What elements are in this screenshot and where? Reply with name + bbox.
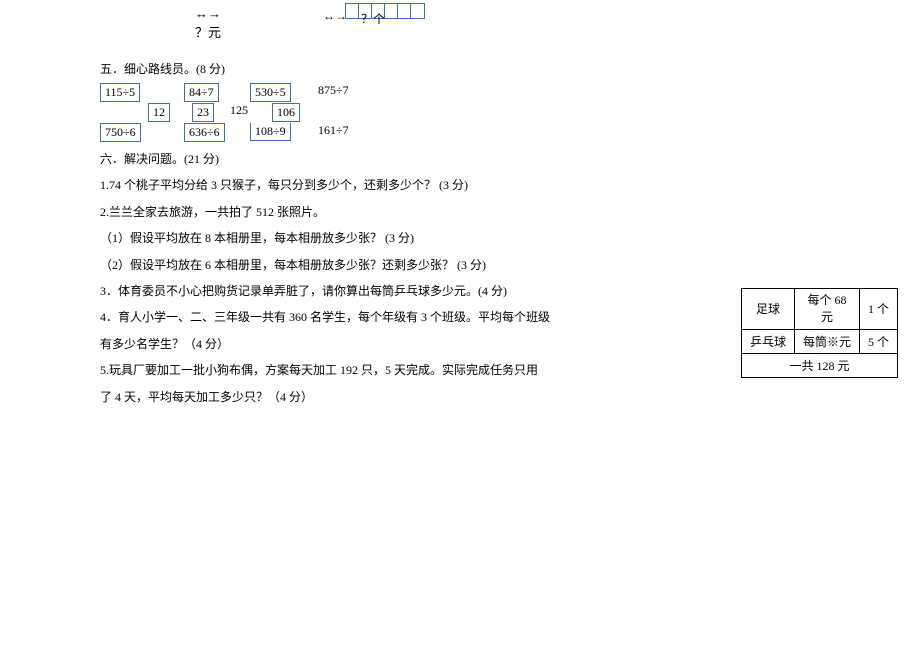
table-total-cell: 一共 128 元 [741,353,897,377]
connect-item: 23 [192,103,214,122]
connect-item: 750÷6 [100,123,141,142]
table-row: 乒乓球每筒※元5 个 [741,329,897,353]
connect-item: 108÷9 [250,123,291,141]
connect-item: 12 [148,103,170,122]
table-cell: 5 个 [859,329,897,353]
table-cell: 每筒※元 [794,329,859,353]
table-cell: 1 个 [859,289,897,330]
table-row: 一共 128 元 [741,353,897,377]
connect-item: 530÷5 [250,83,291,102]
connect-diagram: 115÷5 84÷7 530÷5 875÷7 12 23 125 106 750÷6 636÷6 1… [100,83,600,143]
problem-line: 1.74 个桃子平均分给 3 只猴子，每只分到多少个，还剩多少个？ (3 分) [100,175,600,195]
price-table-container: 足球每个 68元1 个乒乓球每筒※元5 个一共 128 元 [741,288,898,378]
problem-line: （1）假设平均放在 8 本相册里，每本相册放多少张？ (3 分) [100,228,600,248]
connect-item: 106 [272,103,300,122]
section-6: 六．解决问题。(21 分) 1.74 个桃子平均分给 3 只猴子，每只分到多少个… [100,149,600,407]
problem-line: 5.玩具厂要加工一批小狗布偶，方案每天加工 192 只，5 天完成。实际完成任务… [100,360,600,380]
table-row: 足球每个 68元1 个 [741,289,897,330]
table-cell: 每个 68元 [794,289,859,330]
problem-line: 3．体育委员不小心把购货记录单弄脏了，请你算出每筒乒乓球多少元。(4 分) [100,281,600,301]
connect-item: 125 [230,103,248,118]
price-table: 足球每个 68元1 个乒乓球每筒※元5 个一共 128 元 [741,288,898,378]
connect-item: 636÷6 [184,123,225,142]
connect-item: 84÷7 [184,83,219,102]
problem-line: （2）假设平均放在 6 本相册里，每本相册放多少张？还剩多少张？ (3 分) [100,255,600,275]
connect-item: 115÷5 [100,83,140,102]
section-5-title: 五．细心路线员。(8 分) [100,60,600,77]
section-6-title: 六．解决问题。(21 分) [100,149,600,169]
table-cell: 乒乓球 [741,329,794,353]
problem-line: 有多少名学生？（4 分） [100,334,600,354]
problem-line: 2.兰兰全家去旅游，一共拍了 512 张照片。 [100,202,600,222]
connect-item: 875÷7 [318,83,349,98]
problem-line: 4．育人小学一、二、三年级一共有 360 名学生，每个年级有 3 个班级。平均每… [100,307,600,327]
problem-line: 了 4 天，平均每天加工多少只？（4 分） [100,387,600,407]
table-cell: 足球 [741,289,794,330]
connect-item: 161÷7 [318,123,349,138]
